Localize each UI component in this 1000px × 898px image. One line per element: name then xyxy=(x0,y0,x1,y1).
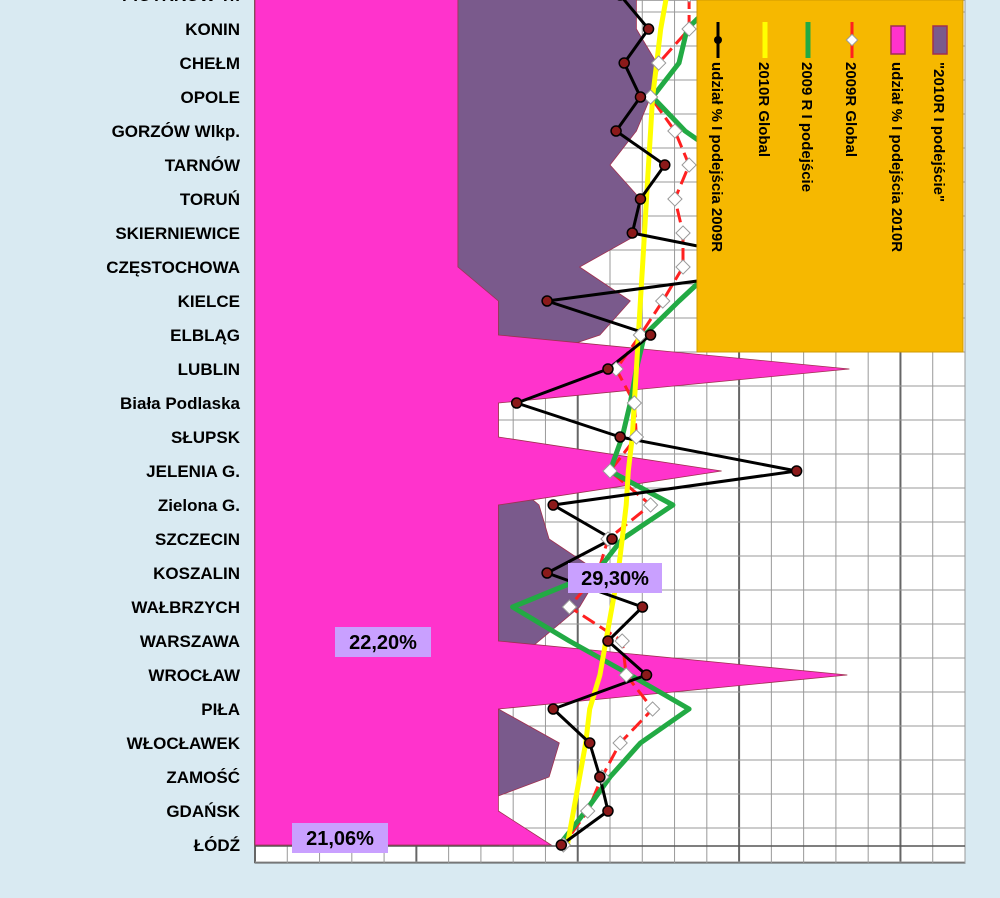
category-label: SKIERNIEWICE xyxy=(115,224,240,243)
series-point xyxy=(675,225,691,241)
category-label: GDAŃSK xyxy=(166,802,240,821)
series-point xyxy=(644,701,661,717)
series-point xyxy=(790,465,803,477)
series-point xyxy=(602,463,618,479)
legend-label: 2010R Global xyxy=(755,62,772,157)
category-label: Biała Podlaska xyxy=(120,394,241,413)
series-line xyxy=(564,0,669,846)
legend-label: "2010R I podejście" xyxy=(930,62,947,202)
series-point xyxy=(654,293,671,309)
category-label: TORUŃ xyxy=(180,190,240,209)
series-point xyxy=(632,327,649,343)
series-line xyxy=(515,0,805,847)
series-point xyxy=(602,805,614,817)
series-point xyxy=(626,395,643,411)
series-point xyxy=(681,21,697,37)
category-label: KONIN xyxy=(185,20,240,39)
annotation-label: 29,30% xyxy=(581,568,649,590)
series-point xyxy=(602,363,614,375)
legend-swatch xyxy=(932,25,948,55)
series-point xyxy=(642,23,655,35)
category-label: CZĘSTOCHOWA xyxy=(106,258,240,277)
series-point xyxy=(561,599,578,615)
category-label: LUBLIN xyxy=(178,360,240,379)
series-point xyxy=(608,361,624,377)
category-label: TARNÓW xyxy=(165,156,241,175)
legend-label: udział % I podejścia 2010R xyxy=(888,62,905,252)
category-label: GORZÓW Wlkp. xyxy=(112,122,240,141)
series-point xyxy=(606,533,618,545)
series-point xyxy=(642,89,659,105)
category-label: SZCZECIN xyxy=(155,530,240,549)
legend-swatch xyxy=(890,25,906,55)
category-label: PIŁA xyxy=(201,700,240,719)
series-point xyxy=(634,91,647,103)
series-point xyxy=(618,57,630,69)
category-label: WAŁBRZYCH xyxy=(131,598,240,617)
annotation-box xyxy=(292,823,388,853)
annotation-box xyxy=(335,627,431,657)
series-point xyxy=(675,259,691,275)
series-point xyxy=(634,193,647,205)
legend-label: udział % I podejścia 2009R xyxy=(708,62,725,252)
category-label: WROCŁAW xyxy=(148,666,241,685)
series-point xyxy=(602,635,614,647)
category-label: WŁOCŁAWEK xyxy=(127,734,241,753)
legend-box xyxy=(696,0,964,353)
series-point xyxy=(626,227,639,239)
category-label: ŁÓDŹ xyxy=(194,836,240,855)
series-point xyxy=(636,601,649,613)
category-label: CHEŁM xyxy=(180,54,240,73)
series-point xyxy=(583,737,596,749)
category-label: Zielona G. xyxy=(158,496,240,515)
legend-label: 2009R Global xyxy=(842,62,859,157)
series-line xyxy=(510,0,737,847)
category-label: WARSZAWA xyxy=(140,632,240,651)
category-label: ELBLĄG xyxy=(170,326,240,345)
series-point xyxy=(612,735,628,751)
legend-marker xyxy=(714,36,722,44)
series-point xyxy=(579,803,596,819)
series-point xyxy=(667,191,683,207)
series-point xyxy=(510,397,523,409)
series-point xyxy=(541,295,553,307)
series-point xyxy=(541,567,553,579)
category-label: JELENIA G. xyxy=(146,462,240,481)
series-point xyxy=(659,159,671,171)
legend-marker xyxy=(845,33,859,47)
annotation-box xyxy=(568,563,662,593)
series-point xyxy=(628,429,645,445)
series-point xyxy=(547,703,559,715)
legend-label: 2009 R I podejście xyxy=(798,62,815,192)
series-point xyxy=(640,669,653,681)
category-label: KIELCE xyxy=(178,292,240,311)
series-point xyxy=(555,839,568,851)
annotation-label: 21,06% xyxy=(306,828,374,850)
series-point xyxy=(614,633,630,649)
annotation-label: 22,20% xyxy=(349,632,417,654)
series-point xyxy=(618,667,635,683)
category-label: PIOTRKÓW Tr. xyxy=(122,0,240,5)
series-point xyxy=(667,123,683,139)
series-line xyxy=(562,0,691,846)
series-point xyxy=(547,499,559,511)
series-point xyxy=(642,497,659,513)
series-point xyxy=(644,329,657,341)
series-point xyxy=(650,55,667,71)
series-point xyxy=(681,157,697,173)
category-label: OPOLE xyxy=(180,88,240,107)
category-label: ZAMOŚĆ xyxy=(166,768,240,787)
category-label: KOSZALIN xyxy=(153,564,240,583)
series-point xyxy=(614,431,626,443)
category-label: SŁUPSK xyxy=(171,428,241,447)
series-point xyxy=(594,771,606,783)
series-point xyxy=(610,125,622,137)
